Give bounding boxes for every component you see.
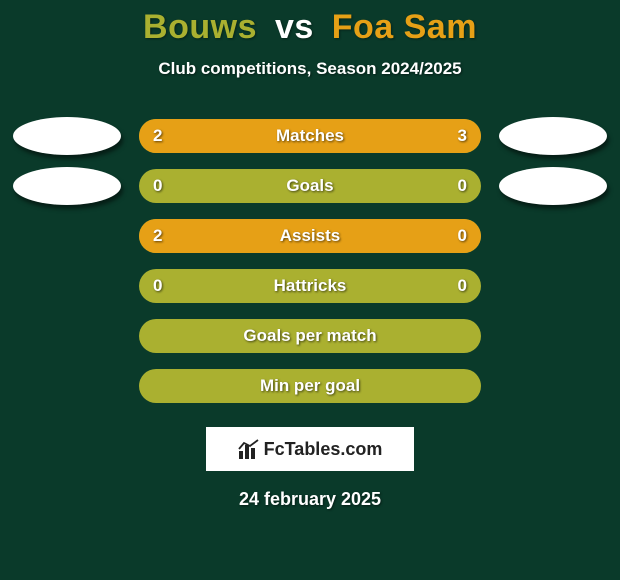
stat-label: Matches (276, 126, 344, 146)
subtitle: Club competitions, Season 2024/2025 (158, 59, 461, 79)
stat-rows: 2 3 Matches 0 0 Goals 2 0 Assists 0 0 Hattricks Goal… (13, 117, 607, 417)
comparison-infographic: Bouws vs Foa Sam Club competitions, Seas… (0, 0, 620, 580)
stat-bar: 0 0 Hattricks (139, 269, 481, 303)
stat-label: Min per goal (260, 376, 360, 396)
stat-value-left: 2 (153, 226, 162, 246)
player1-avatar (13, 117, 121, 155)
player2-avatar (499, 117, 607, 155)
date-label: 24 february 2025 (239, 489, 381, 510)
stat-value-left: 0 (153, 276, 162, 296)
avatar-spacer (499, 267, 607, 305)
avatar-spacer (499, 367, 607, 405)
avatar-spacer (13, 267, 121, 305)
player2-name: Foa Sam (332, 8, 477, 46)
avatar-spacer (499, 317, 607, 355)
page-title: Bouws vs Foa Sam (143, 8, 477, 47)
stat-value-left: 2 (153, 126, 162, 146)
stat-value-right: 3 (458, 126, 467, 146)
avatar-spacer (13, 317, 121, 355)
stat-value-right: 0 (458, 276, 467, 296)
avatar-spacer (499, 217, 607, 255)
player1-avatar (13, 167, 121, 205)
source-logo: FcTables.com (206, 427, 414, 471)
stat-row: Goals per match (13, 317, 607, 355)
player1-name: Bouws (143, 8, 257, 46)
stat-bar: Min per goal (139, 369, 481, 403)
stat-row: 2 3 Matches (13, 117, 607, 155)
stat-label: Goals per match (243, 326, 376, 346)
stat-row: 0 0 Hattricks (13, 267, 607, 305)
stat-value-left: 0 (153, 176, 162, 196)
stat-row: Min per goal (13, 367, 607, 405)
logo-text: FcTables.com (264, 439, 383, 460)
avatar-spacer (13, 217, 121, 255)
stat-label: Goals (286, 176, 333, 196)
stat-value-right: 0 (458, 176, 467, 196)
bar-fill-left (139, 219, 399, 253)
stat-row: 2 0 Assists (13, 217, 607, 255)
bar-chart-icon (238, 439, 260, 459)
stat-label: Hattricks (274, 276, 347, 296)
stat-label: Assists (280, 226, 340, 246)
stat-bar: 2 0 Assists (139, 219, 481, 253)
avatar-spacer (13, 367, 121, 405)
player2-avatar (499, 167, 607, 205)
stat-bar: Goals per match (139, 319, 481, 353)
vs-label: vs (275, 8, 314, 46)
stat-bar: 2 3 Matches (139, 119, 481, 153)
stat-bar: 0 0 Goals (139, 169, 481, 203)
stat-value-right: 0 (458, 226, 467, 246)
stat-row: 0 0 Goals (13, 167, 607, 205)
bar-fill-right (399, 219, 481, 253)
